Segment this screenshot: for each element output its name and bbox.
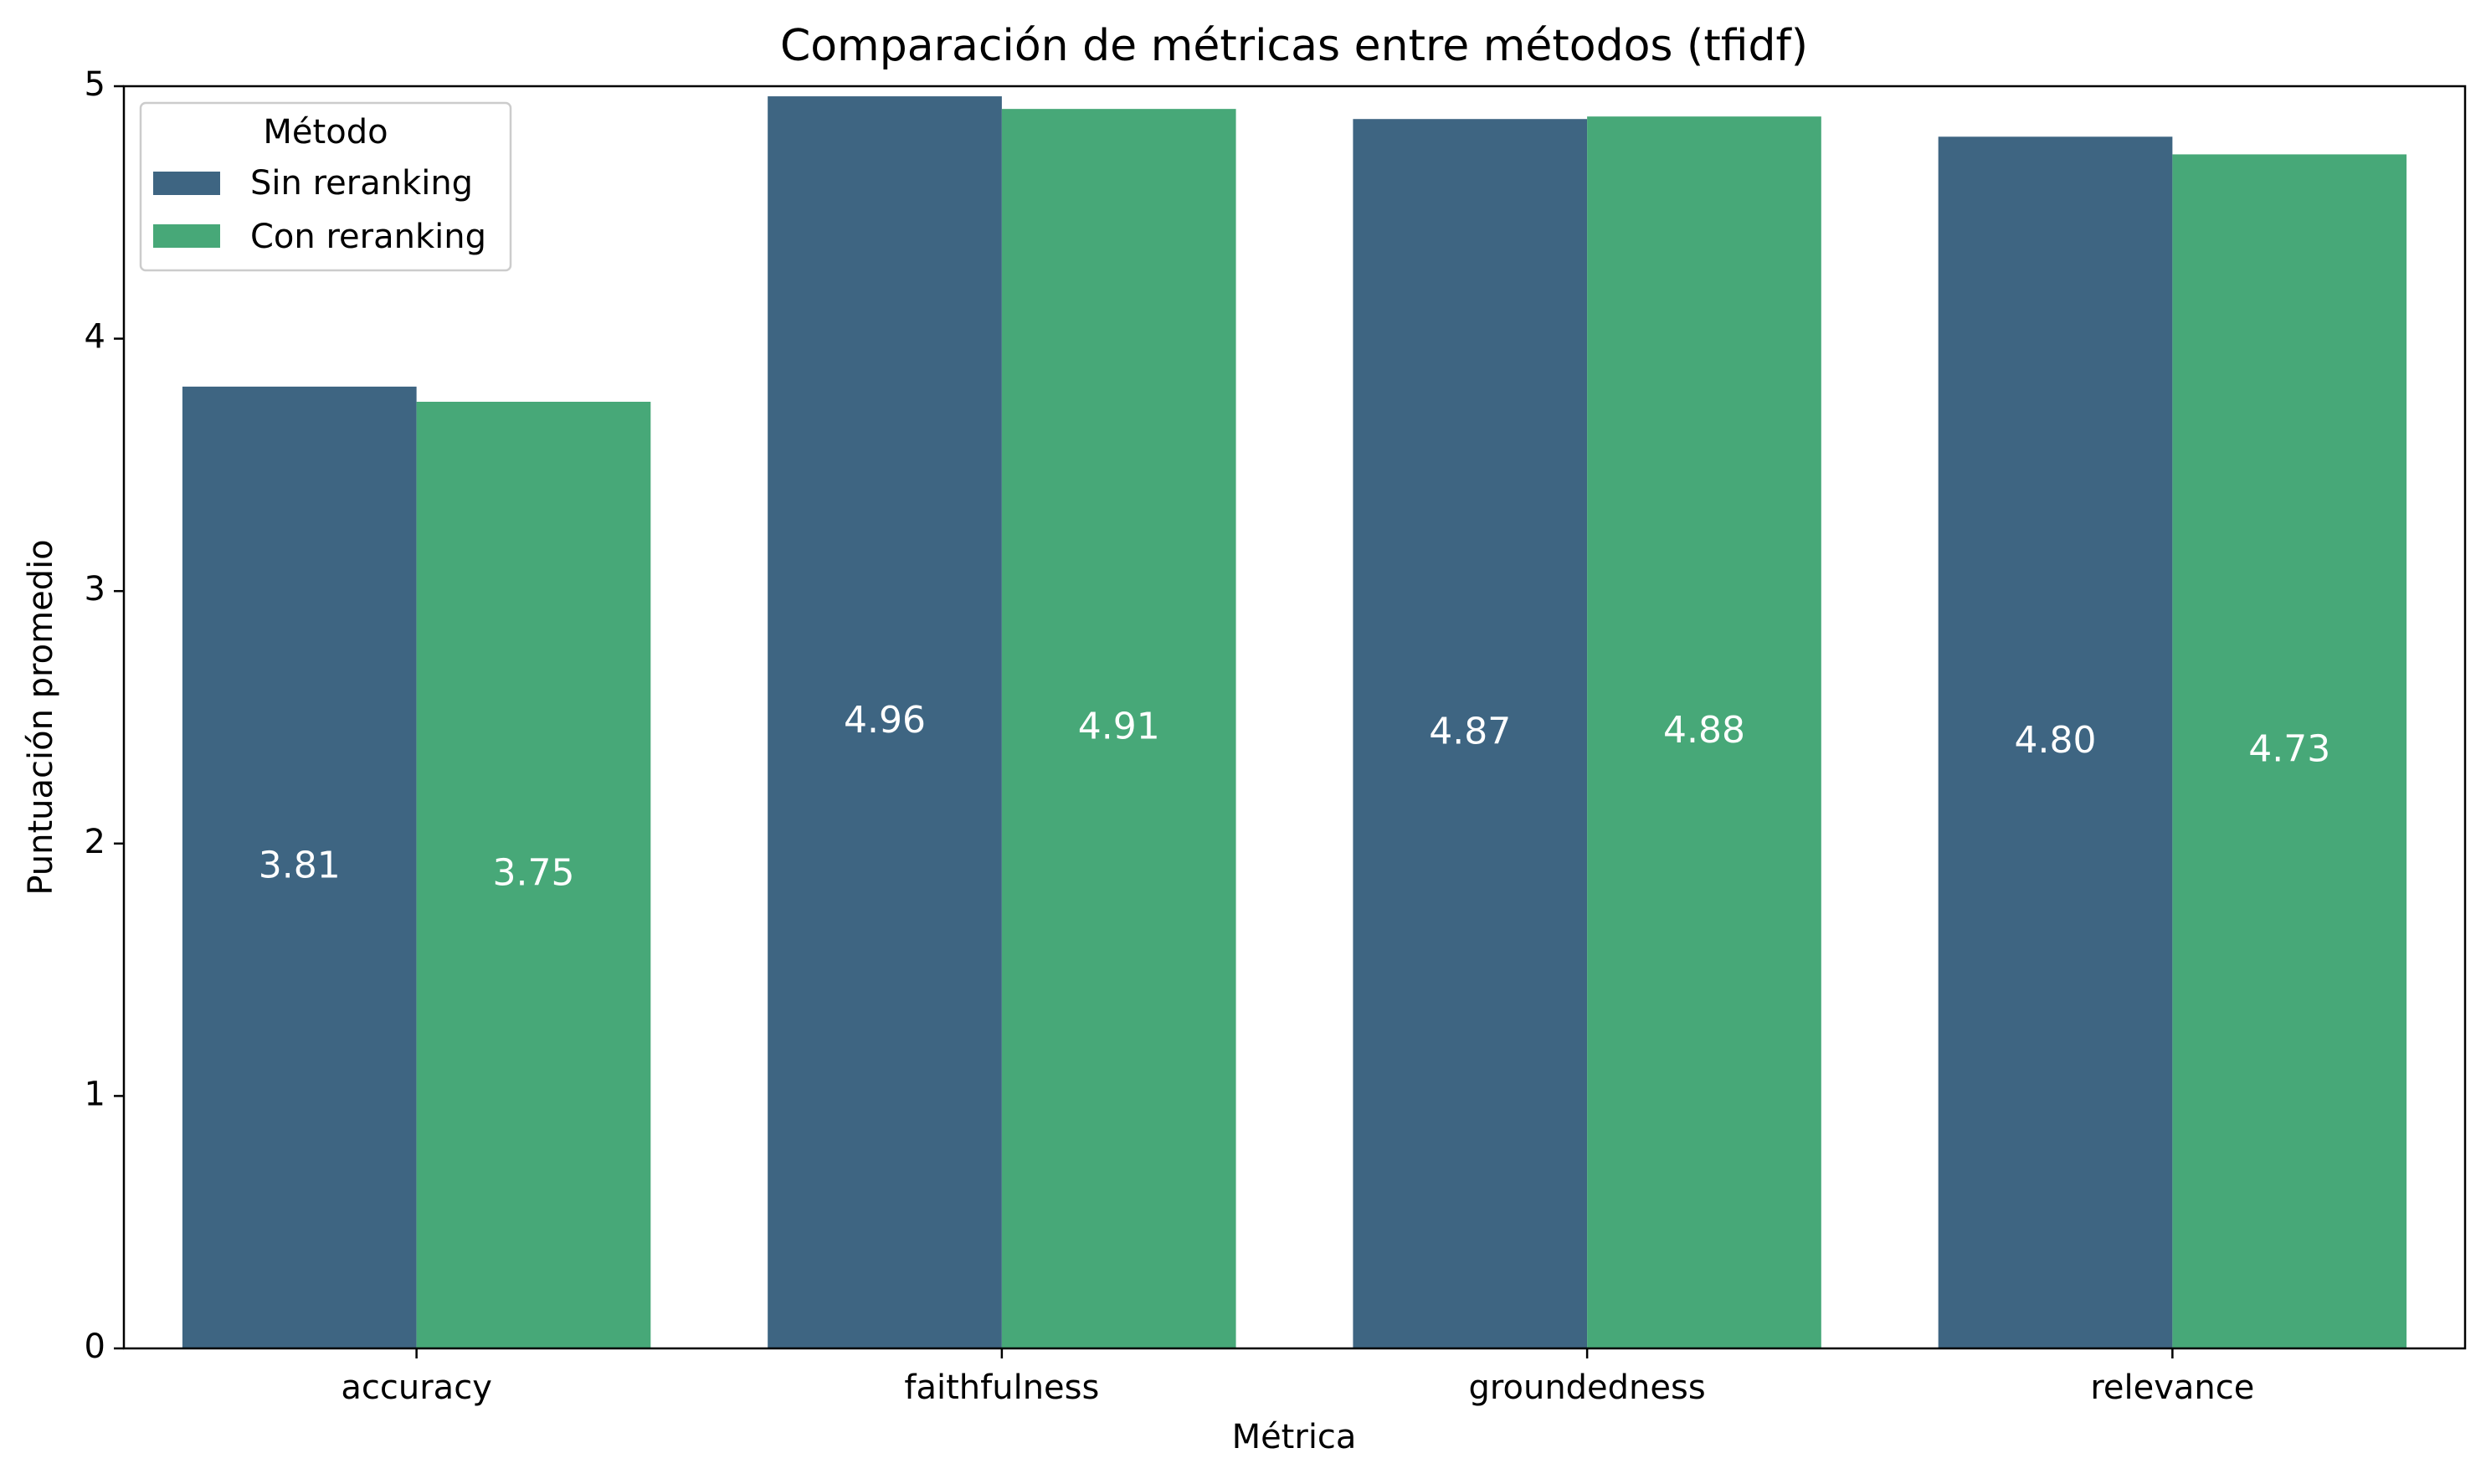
legend-swatch-sin-reranking bbox=[153, 172, 220, 195]
data-label-sin-reranking-relevance: 4.80 bbox=[2015, 719, 2097, 762]
x-axis: accuracy faithfulness groundedness relevanc… bbox=[341, 1348, 2254, 1407]
data-label-con-reranking-relevance: 4.73 bbox=[2248, 728, 2330, 771]
bar-sin-reranking-relevance bbox=[1938, 136, 2173, 1348]
legend-label-sin-reranking: Sin reranking bbox=[250, 164, 473, 203]
data-label-sin-reranking-groundedness: 4.87 bbox=[1429, 711, 1511, 753]
data-label-sin-reranking-accuracy: 3.81 bbox=[259, 844, 341, 886]
data-label-con-reranking-groundedness: 4.88 bbox=[1663, 709, 1745, 752]
y-axis-label: Puntuación promedio bbox=[22, 539, 60, 895]
bars-layer bbox=[182, 96, 2407, 1349]
legend-frame bbox=[139, 101, 512, 272]
bar-con-reranking-faithfulness bbox=[1001, 109, 1236, 1348]
legend: Método Sin reranking Con reranking bbox=[139, 101, 512, 272]
bar-con-reranking-accuracy bbox=[416, 402, 651, 1348]
chart-title: Comparación de métricas entre métodos (t… bbox=[780, 21, 1808, 71]
bar-sin-reranking-groundedness bbox=[1353, 119, 1588, 1348]
data-label-sin-reranking-faithfulness: 4.96 bbox=[844, 699, 926, 742]
y-tick-label-2: 2 bbox=[85, 823, 105, 861]
x-tick-label-relevance: relevance bbox=[2090, 1368, 2254, 1407]
y-tick-label-5: 5 bbox=[85, 65, 105, 104]
bar-con-reranking-relevance bbox=[2172, 154, 2407, 1348]
x-axis-label: Métrica bbox=[1232, 1418, 1357, 1456]
y-axis: 0 1 2 3 4 5 bbox=[85, 65, 124, 1366]
data-label-con-reranking-faithfulness: 4.91 bbox=[1078, 706, 1160, 748]
data-labels-layer: 3.81 3.75 4.96 4.91 4.87 4.88 4.80 4.73 bbox=[259, 699, 2330, 894]
plot-frame bbox=[122, 85, 2467, 1350]
x-tick-label-accuracy: accuracy bbox=[341, 1368, 491, 1407]
bar-sin-reranking-accuracy bbox=[182, 386, 417, 1348]
x-tick-label-faithfulness: faithfulness bbox=[904, 1368, 1099, 1407]
y-tick-label-0: 0 bbox=[85, 1327, 105, 1366]
y-tick-label-1: 1 bbox=[85, 1075, 105, 1113]
legend-label-con-reranking: Con reranking bbox=[250, 218, 486, 256]
bar-sin-reranking-faithfulness bbox=[768, 96, 1002, 1349]
y-tick-label-4: 4 bbox=[85, 318, 105, 357]
data-label-con-reranking-accuracy: 3.75 bbox=[492, 852, 574, 895]
x-tick-label-groundedness: groundedness bbox=[1469, 1368, 1706, 1407]
bar-con-reranking-groundedness bbox=[1587, 116, 1821, 1348]
legend-title: Método bbox=[263, 113, 388, 151]
legend-swatch-con-reranking bbox=[153, 224, 220, 248]
y-tick-label-3: 3 bbox=[85, 570, 105, 608]
